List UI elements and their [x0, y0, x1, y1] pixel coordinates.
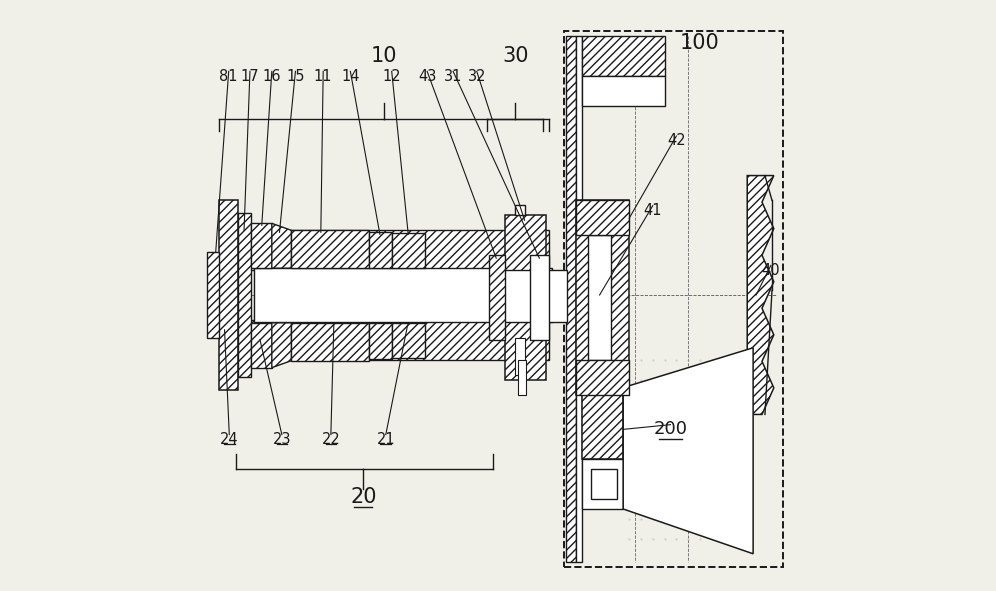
Bar: [582, 459, 623, 509]
Bar: [582, 76, 664, 106]
Bar: [238, 213, 251, 376]
Polygon shape: [623, 348, 753, 554]
Bar: [254, 268, 553, 322]
Bar: [291, 230, 370, 268]
Text: 32: 32: [467, 69, 486, 83]
Bar: [576, 200, 629, 395]
Bar: [576, 200, 629, 235]
Polygon shape: [747, 176, 774, 414]
Bar: [370, 323, 391, 359]
Bar: [370, 232, 391, 268]
Bar: [515, 338, 525, 375]
Text: 24: 24: [220, 432, 239, 447]
Text: 43: 43: [418, 69, 436, 83]
Bar: [236, 320, 550, 360]
Text: 31: 31: [444, 69, 462, 83]
Text: 20: 20: [351, 487, 376, 507]
Text: 22: 22: [322, 432, 341, 447]
Bar: [582, 389, 623, 459]
Bar: [236, 230, 550, 270]
Bar: [251, 223, 272, 268]
Bar: [489, 255, 505, 340]
Polygon shape: [272, 223, 291, 268]
Text: 30: 30: [502, 46, 528, 66]
Text: 10: 10: [371, 46, 397, 66]
Text: 42: 42: [667, 133, 685, 148]
Bar: [492, 270, 567, 322]
Bar: [391, 323, 425, 358]
Bar: [582, 36, 664, 76]
Text: 16: 16: [263, 69, 281, 83]
Text: 40: 40: [762, 262, 780, 278]
Text: 23: 23: [273, 432, 291, 447]
Text: 100: 100: [680, 33, 720, 53]
Bar: [515, 206, 525, 215]
Text: 200: 200: [653, 420, 687, 439]
Text: 15: 15: [286, 69, 305, 83]
Text: 17: 17: [241, 69, 259, 83]
Text: 14: 14: [341, 69, 360, 83]
Bar: [391, 233, 425, 268]
Bar: [518, 360, 526, 395]
Bar: [591, 469, 618, 499]
Bar: [588, 235, 612, 360]
Text: 81: 81: [219, 69, 238, 83]
Polygon shape: [272, 323, 291, 368]
Bar: [505, 215, 547, 379]
Text: 11: 11: [314, 69, 333, 83]
Bar: [219, 200, 238, 389]
Bar: [207, 252, 219, 338]
Bar: [566, 36, 576, 561]
Text: 41: 41: [643, 203, 662, 218]
Text: 12: 12: [382, 69, 401, 83]
Bar: [531, 255, 550, 340]
Bar: [291, 323, 370, 361]
Text: 21: 21: [376, 432, 395, 447]
Bar: [564, 31, 783, 567]
Bar: [576, 360, 629, 395]
Bar: [576, 36, 582, 561]
Bar: [251, 323, 272, 368]
